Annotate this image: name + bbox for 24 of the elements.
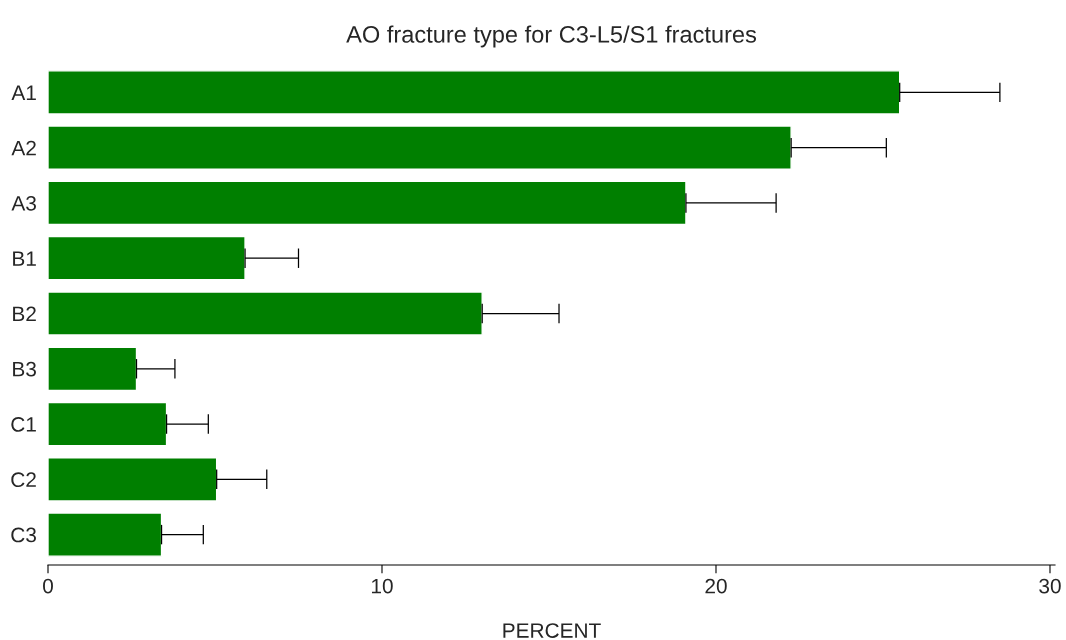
x-tick-label: 20: [705, 578, 727, 594]
y-tick-label: C2: [11, 472, 36, 488]
y-tick-label: B3: [13, 361, 36, 377]
bar: [48, 70, 901, 115]
y-tick-label: A2: [11, 140, 36, 156]
x-axis-title: PERCENT: [503, 623, 601, 638]
y-tick-label: A1: [11, 85, 36, 100]
bar: [48, 180, 687, 226]
bar: [48, 291, 483, 336]
y-tick-label: A3: [11, 195, 36, 211]
x-tick-label: 10: [372, 578, 393, 594]
bar: [48, 235, 246, 281]
y-tick-label: C1: [11, 417, 36, 432]
x-tick-label: 30: [1039, 578, 1061, 594]
bar: [48, 125, 792, 170]
bar: [48, 512, 163, 557]
chart-title: AO fracture type for C3-L5/S1 fractures: [346, 25, 757, 48]
bar: [48, 457, 218, 502]
y-tick-label: B2: [13, 306, 36, 322]
bar: [48, 401, 168, 447]
x-tick-label: 0: [43, 578, 53, 594]
y-tick-label: B1: [13, 251, 36, 266]
bar: [48, 346, 138, 392]
y-tick-label: C3: [11, 527, 36, 543]
